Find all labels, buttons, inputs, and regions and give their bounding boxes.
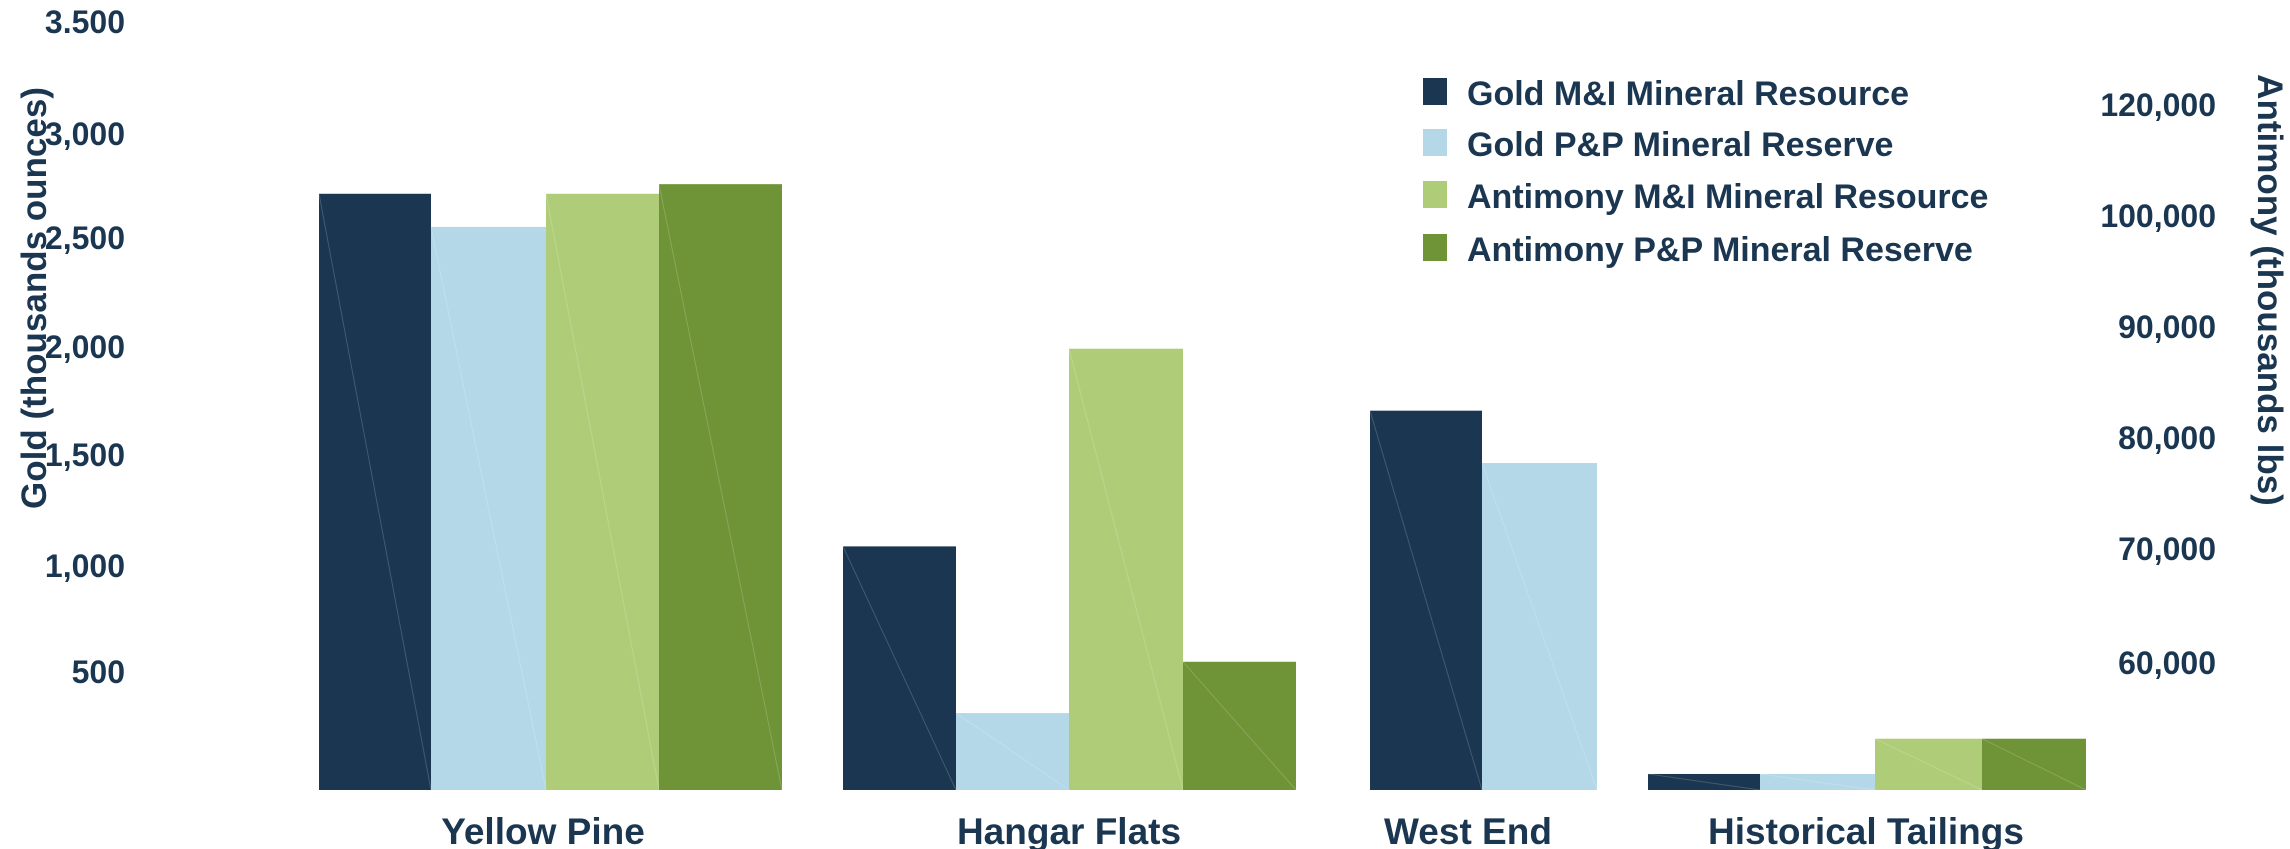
bar-gold-pandp-mineral-reserve bbox=[955, 712, 1070, 791]
bar-antimony-mandi-mineral-resource bbox=[1874, 738, 1983, 791]
bar-antimony-pandp-mineral-reserve bbox=[1981, 738, 2087, 791]
left-tick-label: 1,500 bbox=[45, 437, 125, 473]
legend-label: Antimony M&I Mineral Resource bbox=[1467, 178, 1988, 216]
left-tick-label: 2,000 bbox=[45, 329, 125, 365]
legend-item-gold-pandp-mineral-reserve: Gold P&P Mineral Reserve bbox=[1423, 126, 1893, 164]
bar-antimony-pandp-mineral-reserve bbox=[658, 184, 783, 791]
bars bbox=[318, 184, 2087, 791]
right-tick-label: 120,000 bbox=[2100, 87, 2216, 123]
bar-gold-mandi-mineral-resource bbox=[1647, 773, 1761, 791]
legend-item-gold-mandi-mineral-resource: Gold M&I Mineral Resource bbox=[1423, 75, 1909, 113]
category-label-historical-tailings: Historical Tailings bbox=[1708, 811, 2024, 849]
left-tick-label: 3.500 bbox=[45, 4, 125, 40]
left-tick-label: 3,000 bbox=[45, 116, 125, 152]
bar-gold-mandi-mineral-resource bbox=[318, 193, 432, 791]
category-label-hangar-flats: Hangar Flats bbox=[957, 811, 1181, 849]
left-axis-title: Gold (thousands ounces) bbox=[15, 87, 54, 509]
left-tick-label: 2,500 bbox=[45, 220, 125, 256]
right-axis-ticks: 120,000 100,000 90,000 80,000 70,000 60,000 bbox=[2100, 87, 2216, 681]
bar-gold-pandp-mineral-reserve bbox=[1759, 773, 1876, 791]
legend-item-antimony-pandp-mineral-reserve: Antimony P&P Mineral Reserve bbox=[1423, 231, 1973, 269]
right-tick-label: 90,000 bbox=[2118, 309, 2216, 345]
legend-swatch bbox=[1423, 129, 1447, 156]
category-label-west-end: West End bbox=[1384, 811, 1552, 849]
bar-gold-pandp-mineral-reserve bbox=[1481, 462, 1598, 791]
right-tick-label: 80,000 bbox=[2118, 420, 2216, 456]
bar-gold-mandi-mineral-resource bbox=[842, 546, 957, 791]
legend-item-antimony-mandi-mineral-resource: Antimony M&I Mineral Resource bbox=[1423, 178, 1988, 216]
right-tick-label: 70,000 bbox=[2118, 531, 2216, 567]
left-tick-label: 500 bbox=[72, 654, 125, 690]
left-tick-label: 1,000 bbox=[45, 548, 125, 584]
right-tick-label: 60,000 bbox=[2118, 645, 2216, 681]
bar-antimony-mandi-mineral-resource bbox=[1068, 348, 1184, 791]
legend: Gold M&I Mineral Resource Gold P&P Minera… bbox=[1423, 75, 1988, 269]
legend-swatch bbox=[1423, 78, 1447, 105]
legend-label: Gold P&P Mineral Reserve bbox=[1467, 126, 1893, 164]
bar-antimony-mandi-mineral-resource bbox=[545, 193, 660, 791]
bar-antimony-pandp-mineral-reserve bbox=[1182, 661, 1297, 791]
bar-gold-pandp-mineral-reserve bbox=[430, 226, 547, 791]
legend-label: Gold M&I Mineral Resource bbox=[1467, 75, 1909, 113]
left-axis-ticks: 3.500 3,000 2,500 2,000 1,500 1,000 500 bbox=[45, 4, 125, 690]
legend-label: Antimony P&P Mineral Reserve bbox=[1467, 231, 1973, 269]
legend-swatch bbox=[1423, 234, 1447, 261]
right-tick-label: 100,000 bbox=[2100, 198, 2216, 234]
category-labels: Yellow Pine Hangar Flats West End Historica… bbox=[441, 811, 2024, 849]
bar-gold-mandi-mineral-resource bbox=[1369, 410, 1483, 791]
legend-swatch bbox=[1423, 181, 1447, 208]
category-label-yellow-pine: Yellow Pine bbox=[441, 811, 645, 849]
right-axis-title: Antimony (thousands lbs) bbox=[2250, 74, 2289, 506]
